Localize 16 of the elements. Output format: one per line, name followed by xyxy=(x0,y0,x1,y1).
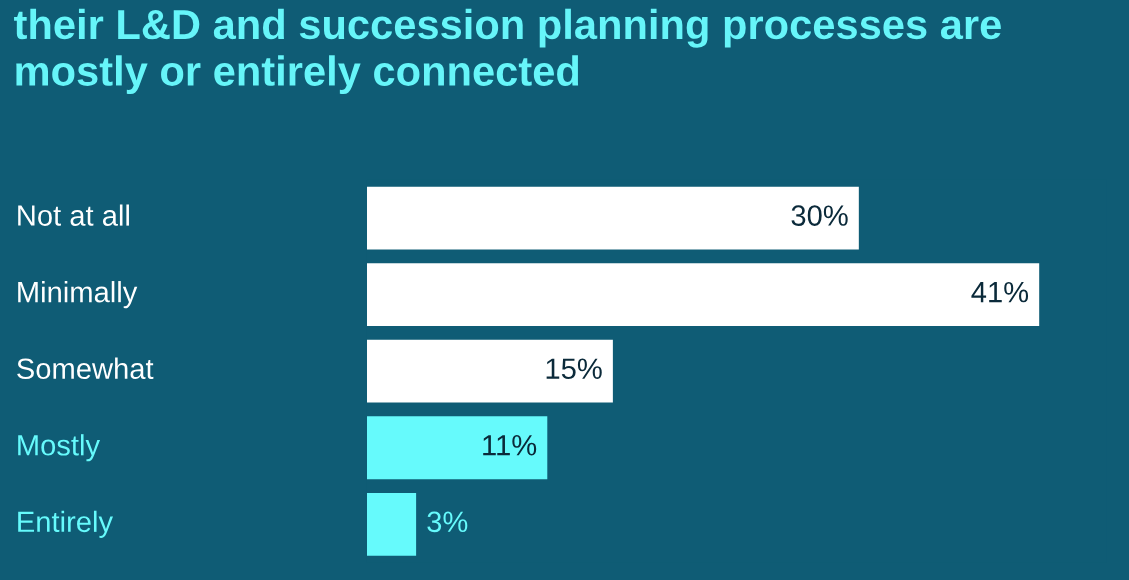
chart-title: their L&D and succession planning processes are mostly or entirely connected xyxy=(14,8,1001,95)
data-label: 15% xyxy=(546,358,602,380)
y-tick-label: Entirely xyxy=(18,510,114,538)
bar xyxy=(366,263,1040,327)
data-label: 3% xyxy=(427,511,468,533)
y-tick-label: Mostly xyxy=(18,434,101,462)
bar xyxy=(366,492,417,556)
y-tick-label: Minimally xyxy=(18,281,138,309)
data-label: 11% xyxy=(483,435,537,456)
bar xyxy=(366,186,859,250)
data-label: 41% xyxy=(971,281,1029,303)
y-tick-label: Somewhat xyxy=(17,357,154,380)
y-tick-label: Not at all xyxy=(18,204,129,226)
bar xyxy=(366,416,548,480)
bar xyxy=(366,339,613,403)
data-label: 30% xyxy=(791,205,848,226)
